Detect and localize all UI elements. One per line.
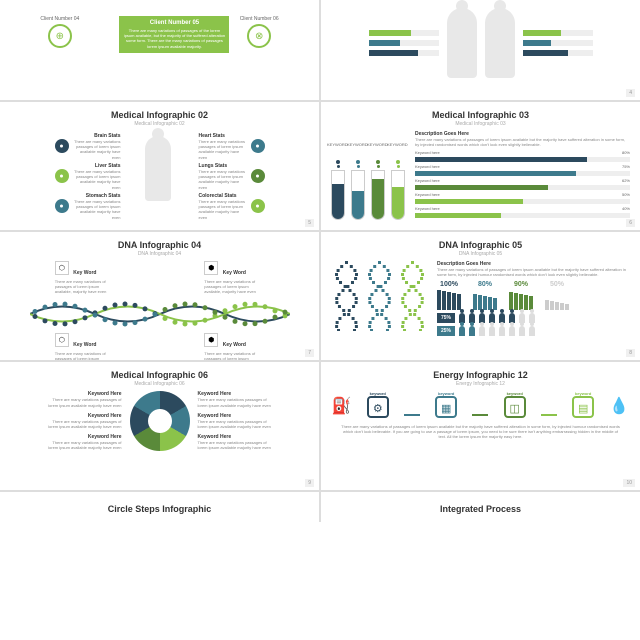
slide-circle-steps: Circle Steps Infographic <box>0 492 319 522</box>
timeline-node-active: Client Number 05 There are many variatio… <box>119 16 199 53</box>
pie-chart <box>130 391 190 451</box>
node-icon: ⊕ <box>48 24 72 48</box>
people-stat: 25% <box>437 326 630 336</box>
organ-stat: ●Brain StatsThere are many variations pa… <box>55 133 121 160</box>
flow-arrow-icon <box>541 414 557 416</box>
pct-stat: 50% <box>545 281 569 310</box>
organ-bar: Stomach <box>369 40 439 46</box>
slide-dna-05: DNA Infographic 05 DNA Infographic 05 De… <box>321 232 640 360</box>
person-icon <box>469 326 475 336</box>
dna-label: ⬡ Key WordThere are many variations of p… <box>55 333 115 360</box>
dna-helix-icon <box>364 261 394 331</box>
organ-stat: ●Liver StatsThere are many variations pa… <box>55 163 121 190</box>
organ-stat: ●Heart StatsThere are many variations pa… <box>199 133 265 160</box>
stat-bar: Keyword here80% <box>415 150 630 162</box>
person-icon <box>479 326 485 336</box>
energy-step: keyword⚙ <box>353 391 403 420</box>
energy-step: keyword▦ <box>421 391 471 420</box>
slide-energy-12: Energy Infographic 12 Energy Infographic… <box>321 362 640 490</box>
slide-body-bars: Liver Stomach Colorectal Liver Stomach Color… <box>321 0 640 100</box>
organ-bar: Stomach <box>523 40 593 46</box>
pie-label: Keyword HereThere are many variations pa… <box>42 391 122 407</box>
pie-label: Keyword HereThere are many variations pa… <box>42 434 122 450</box>
stat-bar: Keyword here50% <box>415 192 630 204</box>
slide-medical-02: Medical Infographic 02 Medical Infograph… <box>0 102 319 230</box>
energy-step: keyword▤ <box>558 391 608 420</box>
dna-helix-icon <box>331 261 361 331</box>
energy-step: keyword◫ <box>490 391 540 420</box>
organ-bar: Colorectal <box>369 50 439 56</box>
test-tube: KEYWORD <box>391 160 405 220</box>
dna-label: ⬢ Key WordThere are many variations of p… <box>204 261 264 295</box>
stat-bar: Keyword here75% <box>415 164 630 176</box>
stat-bar: Keyword here40% <box>415 206 630 218</box>
person-icon <box>529 326 535 336</box>
organ-bar: Colorectal <box>523 50 593 56</box>
organ-bar: Liver <box>369 30 439 36</box>
flow-arrow-icon <box>472 414 488 416</box>
slide-dna-04: DNA Infographic 04 DNA Infographic 04 ⬡ … <box>0 232 319 360</box>
node-icon: ⊗ <box>247 24 271 48</box>
pie-label: Keyword HereThere are many variations pa… <box>198 391 278 407</box>
pct-stat: 80% <box>473 281 497 310</box>
dna-label: ⬡ Key WordThere are many variations of p… <box>55 261 115 295</box>
slide-integrated-process: Integrated Process <box>321 492 640 522</box>
stat-bar: Keyword here62% <box>415 178 630 190</box>
organ-bar: Liver <box>523 30 593 36</box>
body-figure-icon <box>447 8 477 78</box>
drop-icon: 💧 <box>609 396 629 416</box>
person-icon <box>489 326 495 336</box>
dna-label: ⬢ Key WordThere are many variations of p… <box>204 333 264 360</box>
slide-medical-03: Medical Infographic 03 Medical Infograph… <box>321 102 640 230</box>
timeline-node: Client Number 06 ⊗ <box>219 16 299 52</box>
flow-arrow-icon <box>404 414 420 416</box>
organ-stat: ●Stomach StatsThere are many variations … <box>55 193 121 220</box>
slide-timeline: Client Number 04 ⊕ Client Number 05 Ther… <box>0 0 319 100</box>
slide-medical-06: Medical Infographic 06 Medical Infograph… <box>0 362 319 490</box>
organ-stat: ●Lungs StatsThere are many variations pa… <box>199 163 265 190</box>
oil-rig-icon: ⛽ <box>332 396 352 416</box>
test-tube: KEYWORD <box>351 160 365 220</box>
body-figure-icon <box>145 136 171 201</box>
pct-stat: 100% <box>437 281 461 310</box>
person-icon <box>459 326 465 336</box>
body-figure-icon <box>485 8 515 78</box>
organ-stat: ●Colorectal StatsThere are many variatio… <box>199 193 265 220</box>
person-icon <box>519 326 525 336</box>
dna-strand-icon <box>30 299 290 329</box>
timeline-node: Client Number 04 ⊕ <box>20 16 100 52</box>
pie-label: Keyword HereThere are many variations pa… <box>198 413 278 429</box>
test-tube: KEYWORD <box>371 160 385 220</box>
person-icon <box>509 326 515 336</box>
test-tube: KEYWORD <box>331 160 345 220</box>
person-icon <box>499 326 505 336</box>
pct-stat: 90% <box>509 281 533 310</box>
pie-label: Keyword HereThere are many variations pa… <box>42 413 122 429</box>
dna-helix-icon <box>397 261 427 331</box>
slide-grid: Client Number 04 ⊕ Client Number 05 Ther… <box>0 0 640 522</box>
pie-label: Keyword HereThere are many variations pa… <box>198 434 278 450</box>
